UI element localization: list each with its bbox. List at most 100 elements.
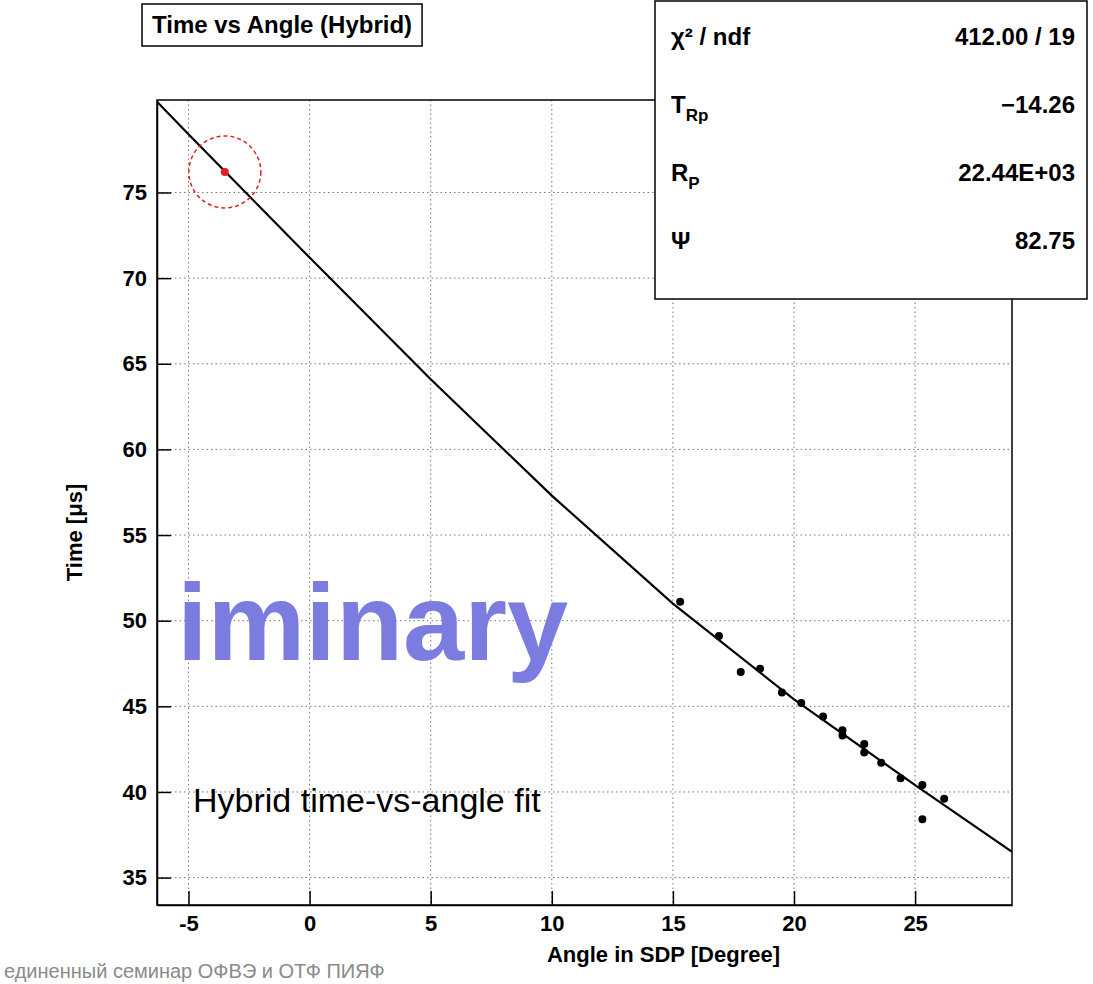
- data-point: [918, 815, 926, 823]
- tick: 10: [540, 891, 564, 936]
- stats-label-main: T: [671, 91, 686, 118]
- y-axis: 35 40 45 50 55 60 65 70 75: [123, 101, 171, 906]
- watermark: iminary: [177, 560, 568, 683]
- y-grid-line: [157, 449, 1012, 450]
- tick-label: 35: [123, 865, 147, 890]
- tick-mark: [157, 877, 171, 879]
- tick-label: 55: [123, 523, 147, 548]
- title: Time vs Angle (Hybrid): [152, 11, 412, 38]
- stats-label-main: R: [671, 159, 688, 186]
- tick-mark: [794, 891, 796, 905]
- tick-mark: [157, 706, 171, 708]
- tick: 15: [661, 891, 685, 936]
- tick-mark: [552, 891, 554, 905]
- title-box: Time vs Angle (Hybrid): [142, 4, 422, 46]
- title-frame: [142, 4, 422, 46]
- tick-label: 60: [123, 437, 147, 462]
- data-point: [918, 781, 926, 789]
- y-axis-title: Time [μs]: [62, 484, 87, 581]
- tick: 50: [123, 608, 171, 633]
- x-axis: -5 0 5 10 15 20 25: [158, 891, 1013, 936]
- stats-label-main: χ² / ndf: [671, 23, 751, 50]
- data-point: [715, 632, 723, 640]
- stats-label-sub: P: [688, 174, 699, 193]
- tick: 75: [123, 180, 171, 205]
- tick-mark: [309, 891, 311, 905]
- data-point: [897, 774, 905, 782]
- x-axis-title: Angle in SDP [Degree]: [547, 942, 780, 967]
- tick: 65: [123, 351, 171, 376]
- tick-mark: [188, 891, 190, 905]
- tick-mark: [157, 792, 171, 794]
- tick: 20: [782, 891, 806, 936]
- tick: 40: [123, 779, 171, 804]
- tick-mark: [673, 891, 675, 905]
- annotation: Hybrid time-vs-angle fit: [193, 781, 541, 819]
- data-point: [838, 731, 846, 739]
- tick: 55: [123, 523, 171, 548]
- tick-mark: [915, 891, 917, 905]
- tick-mark: [157, 620, 171, 622]
- data-point: [676, 598, 684, 606]
- tick-mark: [157, 364, 171, 366]
- tick-label: 20: [782, 911, 806, 936]
- stats-value: 82.75: [1015, 227, 1075, 254]
- stats-value: −14.26: [1001, 91, 1075, 118]
- footer: единенный семинар ОФВЭ и ОТФ ПИЯФ: [4, 960, 385, 982]
- tick-mark: [157, 192, 171, 194]
- tick-mark: [157, 278, 171, 280]
- tick: 70: [123, 266, 171, 291]
- stats-label-main: Ψ: [671, 227, 690, 254]
- tick: 5: [425, 891, 437, 936]
- tick-label: 40: [123, 779, 147, 804]
- stats-label: RP: [671, 159, 700, 193]
- data-point: [797, 699, 805, 707]
- annotation-line: Hybrid time-vs-angle fit: [193, 781, 541, 819]
- stats-label: Ψ: [671, 227, 690, 254]
- data-point: [737, 668, 745, 676]
- tick-label: 65: [123, 351, 147, 376]
- tick-mark: [157, 535, 171, 537]
- tick: 35: [123, 865, 171, 890]
- tick: 0: [304, 891, 316, 936]
- tick: 60: [123, 437, 171, 462]
- stats-box: χ² / ndf 412.00 / 19 TRp −14.26 RP 22.44E+03 Ψ…: [655, 1, 1087, 299]
- tick-label: 15: [661, 911, 685, 936]
- data-point: [221, 168, 229, 176]
- tick-label: 0: [304, 911, 316, 936]
- x-axis-line: [158, 905, 1013, 907]
- tick-mark: [430, 891, 432, 905]
- stats-label-sub: Rp: [686, 106, 709, 125]
- stats-value: 412.00 / 19: [955, 23, 1075, 50]
- data-point: [860, 749, 868, 757]
- data-point: [778, 689, 786, 697]
- y-grid-line: [157, 706, 1012, 707]
- data-point: [940, 795, 948, 803]
- y-axis-line: [157, 101, 159, 906]
- data-point: [819, 713, 827, 721]
- tick-label: -5: [179, 911, 199, 936]
- y-grid-line: [157, 363, 1012, 364]
- stats-label: TRp: [671, 91, 708, 125]
- x-grid-line: [551, 100, 552, 905]
- stats-label: χ² / ndf: [671, 23, 751, 50]
- tick: -5: [179, 891, 199, 936]
- stats-value: 22.44E+03: [958, 159, 1075, 186]
- x-grid-line: [188, 100, 189, 905]
- data-point: [860, 740, 868, 748]
- tick-label: 10: [540, 911, 564, 936]
- tick-mark: [157, 449, 171, 451]
- tick-label: 45: [123, 694, 147, 719]
- tick: 45: [123, 694, 171, 719]
- data-point: [877, 759, 885, 767]
- data-point: [756, 665, 764, 673]
- tick: 25: [903, 891, 927, 936]
- tick-label: 50: [123, 608, 147, 633]
- tick-label: 75: [123, 180, 147, 205]
- tick-label: 5: [425, 911, 437, 936]
- y-grid-line: [157, 535, 1012, 536]
- tick-label: 70: [123, 266, 147, 291]
- tick-label: 25: [903, 911, 927, 936]
- highlight-ring: [189, 136, 261, 208]
- chart: iminary -5 0 5 10 15 20 25 35 40 45 50 55 60 65 70 75 еди…: [0, 0, 1093, 984]
